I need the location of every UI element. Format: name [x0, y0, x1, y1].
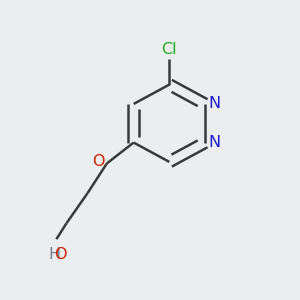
- Text: N: N: [208, 96, 220, 111]
- Text: Cl: Cl: [161, 42, 177, 57]
- Text: H: H: [49, 247, 61, 262]
- Text: O: O: [92, 154, 104, 169]
- Text: N: N: [208, 135, 220, 150]
- Text: O: O: [54, 247, 66, 262]
